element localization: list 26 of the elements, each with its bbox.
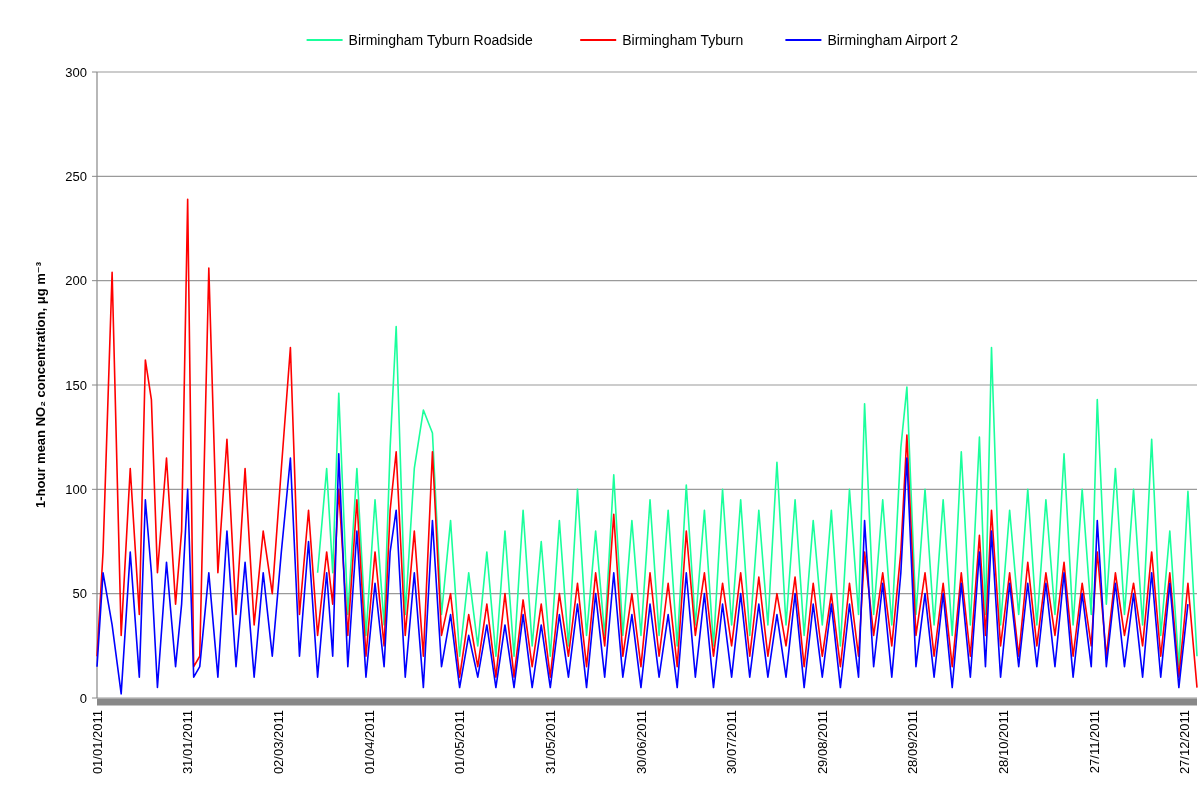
x-tick-label: 27/11/2011 (1086, 710, 1102, 774)
x-tick-label: 02/03/2011 (270, 710, 286, 775)
y-tick-label: 50 (72, 586, 87, 602)
x-tick-label: 01/01/2011 (89, 710, 105, 775)
line-series (96, 198, 1198, 689)
y-tick-label: 150 (65, 377, 87, 393)
legend-label: Birmingham Airport 2 (827, 31, 959, 48)
y-tick-label: 100 (65, 481, 87, 497)
x-tick-label: 29/08/2011 (814, 710, 830, 775)
x-tick-label: 30/06/2011 (633, 710, 649, 775)
x-tick-label: 31/05/2011 (542, 710, 558, 775)
y-tick-label: 250 (65, 168, 87, 184)
x-tick-label: 28/09/2011 (905, 710, 921, 775)
y-axis-title: 1-hour mean NO₂ concentration, μg m⁻³ (33, 261, 48, 508)
x-tick-label: 27/12/2011 (1177, 710, 1193, 775)
y-tick-label: 200 (65, 273, 87, 289)
y-tick-label: 0 (79, 690, 87, 706)
x-tick-label: 01/05/2011 (452, 710, 468, 775)
x-tick-label: 30/07/2011 (724, 710, 740, 775)
x-tick-label: 28/10/2011 (996, 710, 1012, 775)
legend-label: Birmingham Tyburn Roadside (348, 31, 533, 48)
legend-label: Birmingham Tyburn (622, 31, 744, 48)
line-series (96, 453, 1189, 695)
x-tick-label: 31/01/2011 (180, 710, 196, 775)
y-tick-label: 300 (65, 64, 87, 80)
x-tick-label: 01/04/2011 (361, 710, 377, 775)
